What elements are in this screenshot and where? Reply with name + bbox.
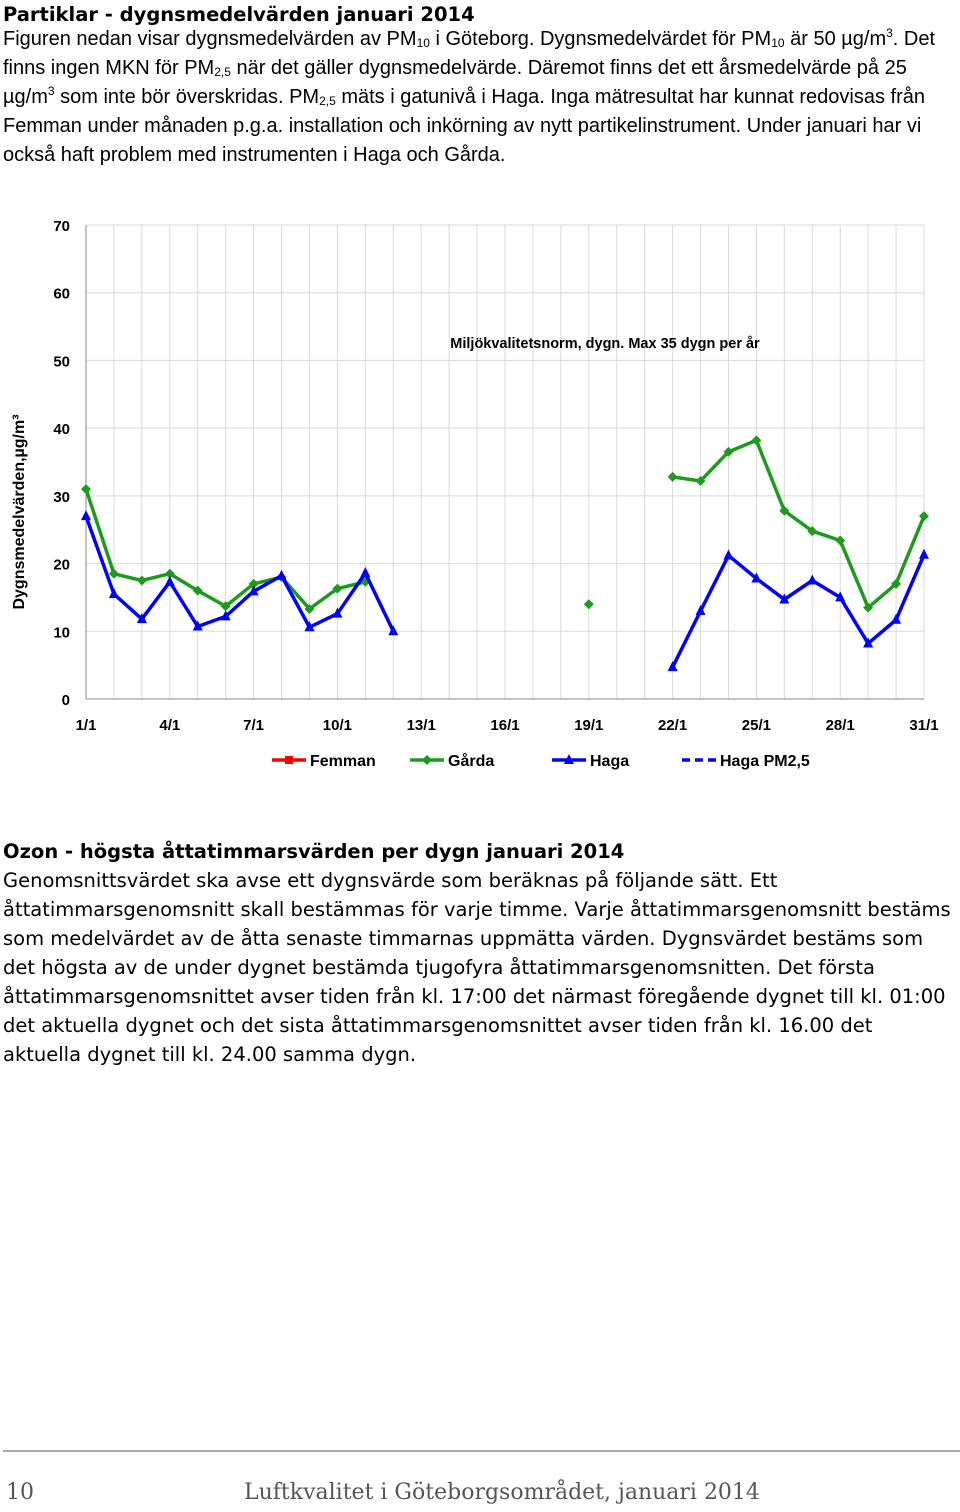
y-tick-label: 70 <box>53 218 70 235</box>
data-point-gårda <box>248 578 259 589</box>
data-point-gårda <box>835 535 846 546</box>
data-point-gårda <box>136 575 147 586</box>
data-point-haga <box>108 588 119 599</box>
x-tick-label: 1/1 <box>76 717 97 734</box>
norm-annotation: Miljökvalitetsnorm, dygn. Max 35 dygn pe… <box>450 336 760 352</box>
x-tick-label: 28/1 <box>826 717 855 734</box>
pm-heading: Partiklar - dygnsmedelvärden januari 201… <box>3 3 475 26</box>
data-point-haga <box>723 549 734 560</box>
y-tick-label: 50 <box>53 353 70 370</box>
pm10-line-chart: 0 10 20 30 40 50 60 70 1/1 4/1 7/1 10/1 13/1 16/1 19/1… <box>11 218 939 770</box>
footer-divider <box>3 1450 960 1452</box>
legend-label-femman: Femman <box>310 753 376 770</box>
data-point-haga <box>136 613 147 624</box>
x-tick-label: 16/1 <box>490 717 519 734</box>
legend-marker-haga <box>564 754 574 764</box>
y-tick-label: 0 <box>62 692 70 709</box>
data-point-gårda <box>891 578 902 589</box>
data-point-haga <box>919 548 929 559</box>
data-point-gårda <box>583 599 594 610</box>
data-point-gårda <box>360 576 371 587</box>
data-point-haga <box>248 585 259 596</box>
ozon-heading: Ozon - högsta åttatimmarsvärden per dygn… <box>3 840 625 863</box>
footer-title: Luftkvalitet i Göteborgsområdet, januari… <box>244 1480 760 1505</box>
data-point-haga <box>695 604 706 615</box>
data-point-haga <box>332 607 343 618</box>
x-tick-label: 25/1 <box>742 717 771 734</box>
x-tick-label: 31/1 <box>909 717 938 734</box>
ozon-paragraph: Genomsnittsvärdet ska avse ett dygnsvärd… <box>3 869 951 1066</box>
legend-marker-femman <box>285 756 293 764</box>
x-tick-label: 19/1 <box>574 717 603 734</box>
data-point-gårda <box>304 603 315 614</box>
data-point-gårda <box>695 475 706 486</box>
legend-label-gårda: Gårda <box>448 752 494 770</box>
data-point-haga <box>388 625 399 636</box>
data-point-haga <box>304 621 315 632</box>
pm-paragraph: Figuren nedan visar dygnsmedelvärden av … <box>3 26 936 166</box>
x-tick-label: 13/1 <box>407 717 436 734</box>
legend-marker-gårda <box>422 755 432 765</box>
data-point-gårda <box>81 484 91 495</box>
y-tick-label: 40 <box>53 421 70 438</box>
data-point-haga <box>835 591 846 602</box>
data-point-gårda <box>108 568 119 579</box>
data-point-haga <box>779 593 790 604</box>
legend-label-haga: Haga <box>590 753 629 770</box>
data-point-gårda <box>751 435 762 446</box>
data-point-haga <box>667 661 678 672</box>
y-tick-label: 30 <box>53 489 70 506</box>
x-tick-label: 4/1 <box>159 717 180 734</box>
data-point-haga <box>891 613 902 624</box>
y-tick-label: 60 <box>53 286 70 303</box>
y-tick-label: 20 <box>53 557 70 574</box>
data-point-gårda <box>192 585 203 596</box>
data-point-haga <box>807 574 818 585</box>
y-tick-label: 10 <box>53 624 70 641</box>
x-tick-label: 22/1 <box>658 717 687 734</box>
x-tick-label: 10/1 <box>323 717 352 734</box>
legend-label-haga-pm2-5: Haga PM2,5 <box>720 753 810 770</box>
data-point-haga <box>360 567 371 578</box>
data-point-haga <box>192 620 203 631</box>
data-point-haga <box>751 572 762 583</box>
series-line-haga <box>84 515 395 633</box>
series-line-gårda <box>672 438 926 611</box>
page-number: 10 <box>6 1480 34 1505</box>
data-point-haga <box>81 510 91 521</box>
data-point-gårda <box>807 526 818 537</box>
data-point-haga <box>220 610 231 621</box>
data-point-gårda <box>332 583 343 594</box>
data-point-gårda <box>723 446 734 457</box>
data-point-haga <box>164 575 175 586</box>
x-tick-label: 7/1 <box>243 717 264 734</box>
series-line-haga <box>671 552 926 668</box>
data-point-haga <box>863 637 874 648</box>
data-point-gårda <box>919 511 929 522</box>
data-point-gårda <box>779 505 790 516</box>
data-point-gårda <box>863 602 874 613</box>
data-point-gårda <box>667 471 678 482</box>
y-axis-title: Dygnsmedelvärden,µg/m³ <box>11 414 28 609</box>
data-point-gårda <box>164 568 175 579</box>
data-point-haga <box>276 569 287 580</box>
data-point-gårda <box>220 601 231 612</box>
